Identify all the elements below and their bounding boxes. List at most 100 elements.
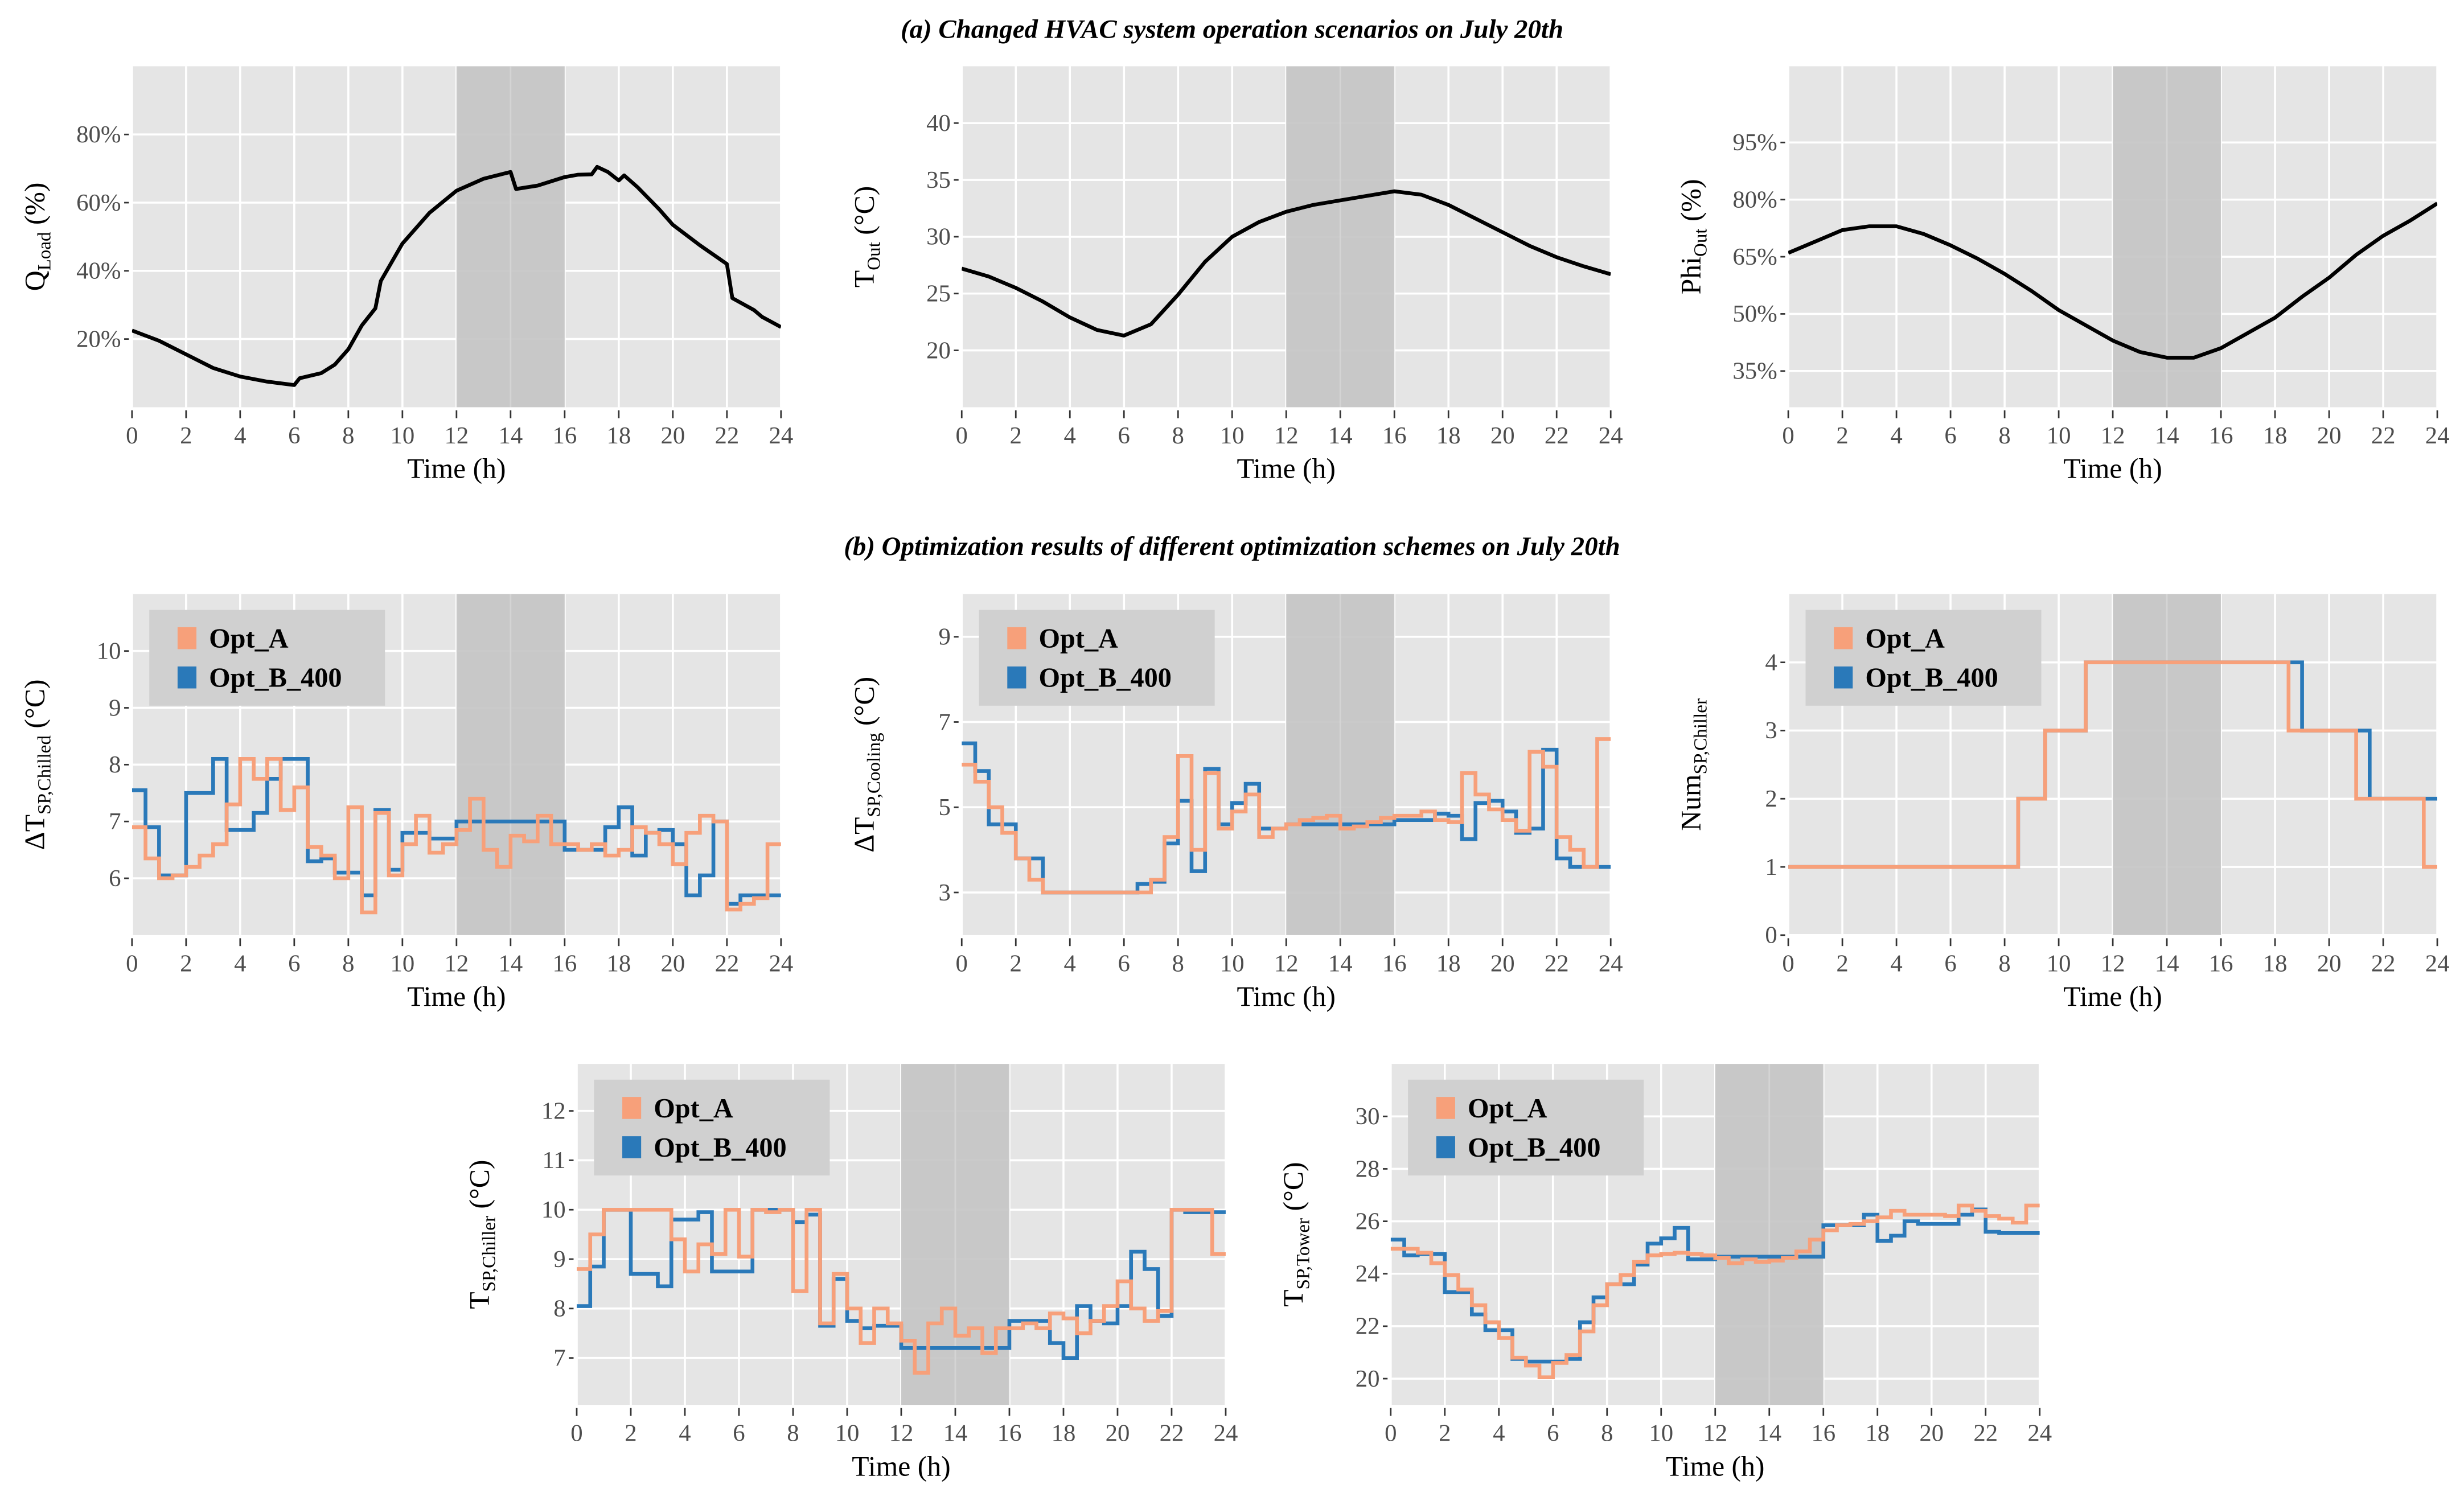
x-tick-label: 4 (234, 950, 246, 977)
y-label-sub: Out (864, 242, 885, 270)
step-line-opt-b-400 (1390, 1207, 2040, 1364)
y-tick-label: 9 (109, 694, 121, 721)
x-tick-label: 14 (1328, 422, 1353, 449)
y-label-main: Q (19, 270, 50, 291)
legend-swatch-opt-b-400 (1436, 1136, 1455, 1158)
y-tick-label: 11 (542, 1147, 565, 1174)
x-tick-label: 6 (288, 950, 300, 977)
legend: Opt_A Opt_B_400 (1408, 1079, 1644, 1176)
y-tick-label: 80% (76, 121, 121, 148)
x-tick-label: 12 (444, 422, 469, 449)
y-axis-label: TSP,Chiller (°C) (463, 1160, 499, 1309)
y-axis-label: NumSP,Chiller (1675, 698, 1711, 831)
y-label-sub: SP,Chiller (478, 1216, 499, 1292)
y-tick-label: 0 (1765, 922, 1777, 949)
legend-label: Opt_B_400 (1038, 663, 1171, 693)
y-tick-label: 2 (1765, 786, 1777, 812)
legend: Opt_A Opt_B_400 (1805, 610, 2042, 706)
x-tick-label: 12 (1703, 1420, 1727, 1447)
x-tick-label: 0 (1385, 1420, 1397, 1447)
x-tick-label: 4 (234, 422, 246, 449)
legend: Opt_A Opt_B_400 (979, 610, 1215, 706)
x-tick-label: 16 (2209, 950, 2233, 977)
y-tick-label: 9 (939, 624, 951, 651)
x-tick-label: 2 (180, 422, 192, 449)
y-axis-label: QLoad (%) (19, 183, 55, 291)
y-tick-label: 35 (926, 167, 951, 194)
y-tick-label: 26 (1356, 1208, 1380, 1235)
x-tick-label: 18 (1436, 950, 1461, 977)
x-tick-label: 20 (1490, 422, 1515, 449)
x-tick-label: 14 (2155, 950, 2179, 977)
y-label-unit: (%) (1675, 179, 1707, 228)
x-tick-label: 6 (1944, 422, 1956, 449)
x-tick-label: 12 (889, 1420, 914, 1447)
x-tick-label: 8 (1998, 422, 2010, 449)
x-tick-label: 14 (2155, 422, 2179, 449)
y-label-unit: (°C) (463, 1160, 495, 1216)
y-tick-label: 35% (1732, 358, 1777, 385)
x-tick-label: 12 (1274, 422, 1299, 449)
section-title-b: (b) Optimization results of different op… (844, 532, 1620, 561)
x-tick-label: 10 (1649, 1420, 1673, 1447)
step-line-opt-a (1788, 660, 2438, 869)
y-tick-label: 7 (109, 808, 121, 835)
y-axis-label: ΔTSP,Chilled (°C) (19, 679, 55, 850)
y-label-main: Phi (1675, 257, 1707, 294)
x-tick-label: 16 (1382, 422, 1407, 449)
x-tick-label: 8 (1601, 1420, 1613, 1447)
legend-label: Opt_B_400 (1865, 663, 1998, 693)
y-label-main: T (1278, 1289, 1309, 1306)
x-tick-label: 4 (1493, 1420, 1505, 1447)
x-tick-label: 24 (769, 422, 793, 449)
x-tick-label: 24 (2425, 422, 2450, 449)
y-tick-label: 20 (1356, 1366, 1380, 1392)
x-tick-label: 2 (625, 1420, 636, 1447)
legend-swatch-opt-a (1834, 627, 1853, 649)
x-tick-label: 2 (1439, 1420, 1451, 1447)
y-tick-label: 12 (541, 1097, 566, 1124)
x-tick-label: 10 (390, 422, 414, 449)
legend-label: Opt_A (209, 624, 289, 654)
x-tick-label: 10 (2047, 422, 2071, 449)
legend-label: Opt_A (1038, 624, 1118, 654)
x-tick-label: 16 (1811, 1420, 1835, 1447)
legend-swatch-opt-a (177, 627, 197, 649)
x-tick-label: 8 (1172, 422, 1184, 449)
x-tick-label: 24 (2027, 1420, 2052, 1447)
x-axis-label: Time (h) (1237, 453, 1336, 484)
y-tick-label: 4 (1765, 649, 1777, 676)
legend: Opt_A Opt_B_400 (149, 610, 385, 706)
x-tick-label: 6 (1118, 422, 1130, 449)
x-tick-label: 12 (1274, 950, 1299, 977)
y-tick-label: 40% (76, 258, 121, 285)
x-axis-label: Time (h) (852, 1450, 950, 1482)
x-tick-label: 12 (2101, 422, 2125, 449)
section-title-a: (a) Changed HVAC system operation scenar… (901, 15, 1563, 44)
legend-swatch-opt-a (1007, 627, 1026, 649)
x-tick-label: 18 (606, 422, 631, 449)
x-tick-label: 20 (1106, 1420, 1130, 1447)
x-axis-label: Time (h) (2063, 981, 2162, 1012)
step-line-opt-a (132, 757, 781, 915)
y-tick-label: 40 (926, 110, 951, 137)
step-line-opt-a (576, 1207, 1226, 1375)
x-tick-label: 14 (1757, 1420, 1781, 1447)
x-tick-label: 8 (1998, 950, 2010, 977)
y-tick-label: 6 (109, 865, 121, 892)
y-axis-label: TSP,Tower (°C) (1278, 1162, 1313, 1306)
x-tick-label: 2 (1836, 950, 1848, 977)
x-tick-label: 12 (444, 950, 469, 977)
x-tick-label: 18 (1052, 1420, 1076, 1447)
y-label-main: Num (1675, 774, 1707, 830)
x-tick-label: 22 (1545, 422, 1569, 449)
x-tick-label: 6 (1547, 1420, 1559, 1447)
legend-label: Opt_A (1865, 624, 1945, 654)
series-line-q-load (132, 165, 781, 387)
y-label-sub: SP,Chilled (34, 735, 55, 815)
x-tick-label: 12 (2101, 950, 2125, 977)
x-tick-label: 14 (498, 950, 523, 977)
